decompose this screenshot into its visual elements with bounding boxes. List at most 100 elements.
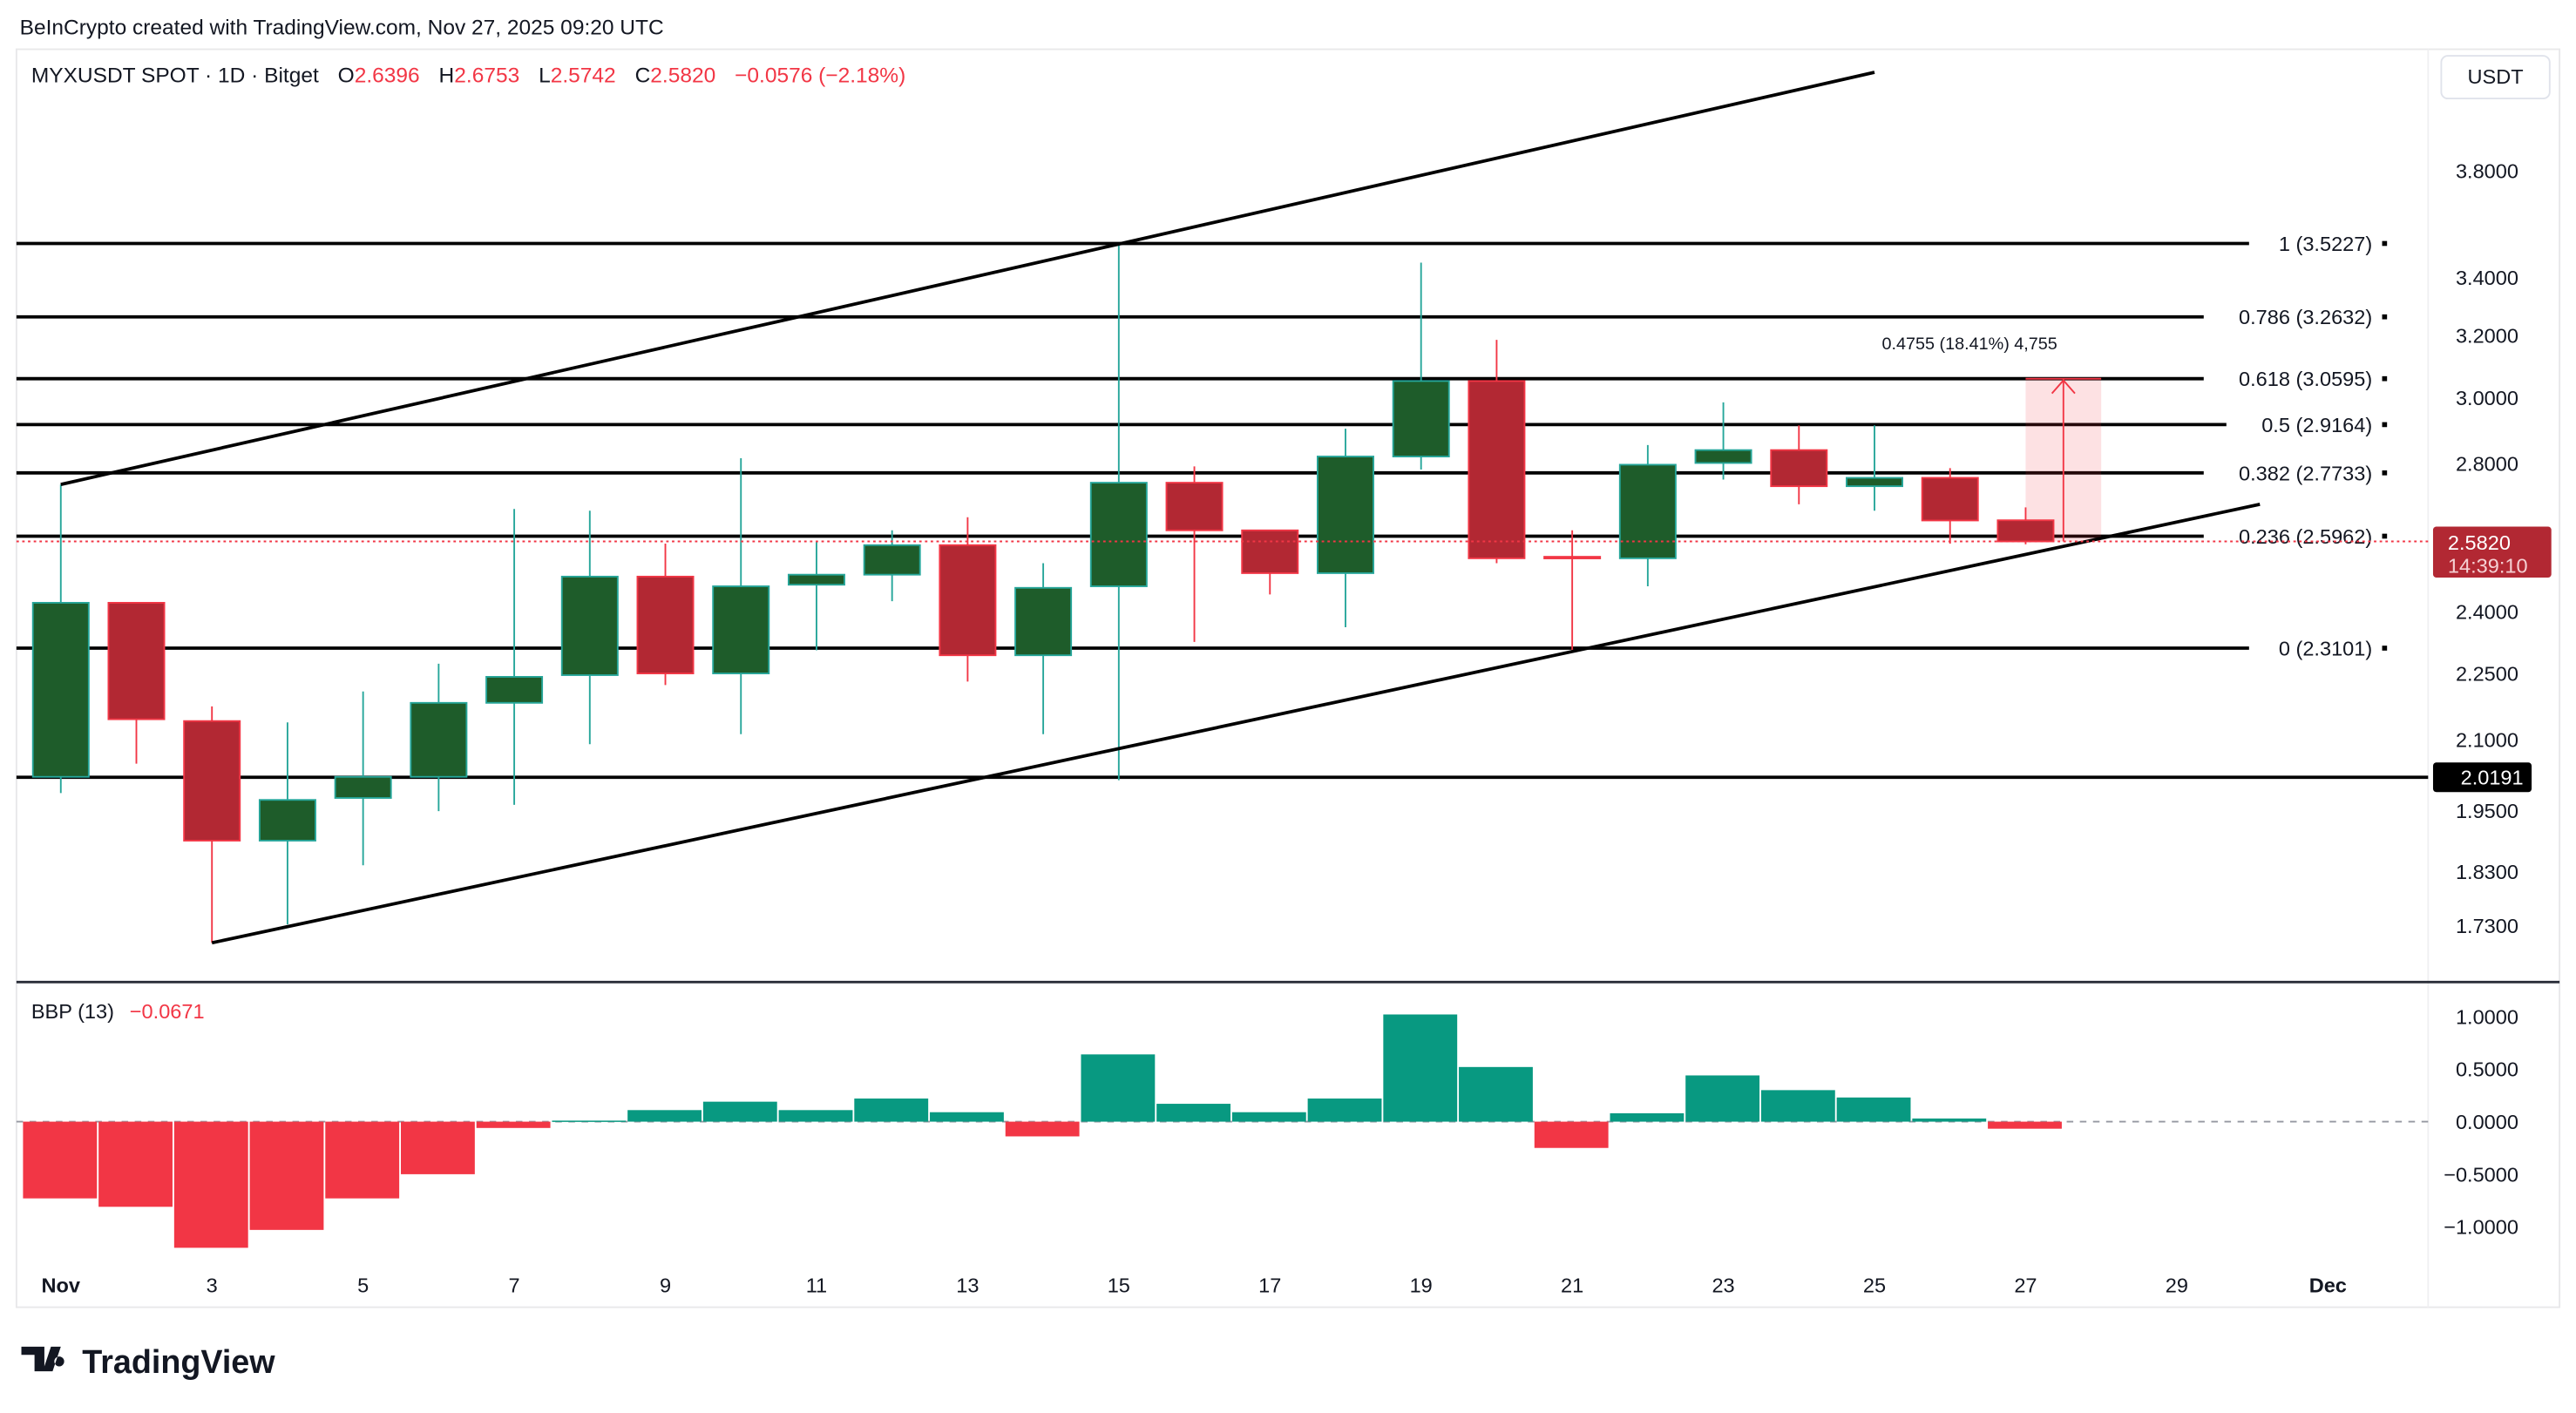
candle [485, 509, 544, 805]
fib-level-label: 0 (2.3101) [2279, 637, 2372, 659]
bbp-bar [778, 1110, 853, 1122]
high-value: 2.6753 [454, 64, 519, 87]
bbp-bar [1836, 1097, 1911, 1122]
close-value: 2.5820 [650, 64, 715, 87]
bbp-bar [930, 1112, 1004, 1122]
candle [258, 722, 316, 925]
low-label: L [539, 64, 551, 87]
candle-body [258, 799, 316, 842]
candle-body [410, 701, 468, 778]
bbp-bar [1685, 1075, 1760, 1122]
candle [1543, 530, 1602, 652]
high-label: H [439, 64, 455, 87]
price-tick-label: 1.7300 [2456, 915, 2518, 937]
candle-body [183, 720, 241, 842]
candle [31, 484, 90, 794]
candle-body [863, 544, 921, 576]
time-tick-label: 11 [806, 1274, 827, 1297]
bbp-bar [23, 1121, 98, 1199]
ohlc-legend: MYXUSDT SPOT · 1D · Bitget O2.6396 H2.67… [31, 64, 905, 87]
candle-body [712, 585, 770, 674]
currency-label: USDT [2468, 65, 2524, 88]
bbp-bar [173, 1121, 248, 1248]
bbp-bar [1912, 1118, 1987, 1122]
candle-body [1468, 380, 1526, 559]
candle-body [1543, 556, 1602, 559]
time-tick-label: 19 [1410, 1274, 1433, 1297]
candle [1846, 425, 1903, 511]
bbp-pane: BBP (13) −0.0671 1.0000 0.5000 0.0000 −0.50… [16, 1000, 2518, 1248]
bbp-bar [854, 1099, 929, 1122]
price-tick-label: 3.4000 [2456, 267, 2518, 289]
fib-level-label: 0.382 (2.7733) [2239, 462, 2372, 484]
candle [183, 706, 241, 943]
candle [1921, 468, 1979, 544]
fib-level-marker [2382, 646, 2388, 651]
last-price-tag [2432, 526, 2552, 578]
time-tick-label: Nov [42, 1274, 80, 1297]
candle-body [31, 601, 90, 778]
time-tick-label: 29 [2166, 1274, 2188, 1297]
candle [334, 691, 392, 866]
bbp-bar [627, 1110, 702, 1122]
price-tick-label: 2.4000 [2456, 600, 2518, 623]
bbp-bar [98, 1121, 173, 1207]
bbp-bar [1988, 1121, 2062, 1129]
time-tick-label: Dec [2309, 1274, 2347, 1297]
time-tick-label: 21 [1561, 1274, 1583, 1297]
fib-level-marker [2382, 422, 2388, 428]
bbp-bar [552, 1120, 627, 1122]
open-label: O [338, 64, 355, 87]
candle-body [1694, 449, 1752, 464]
bbp-tick-label: 0.0000 [2456, 1111, 2518, 1133]
low-value: 2.5742 [551, 64, 616, 87]
candle [1089, 243, 1148, 781]
candle [636, 544, 695, 686]
bbp-legend: BBP (13) −0.0671 [31, 1000, 205, 1023]
candle [107, 601, 166, 764]
fib-level-marker [2382, 375, 2388, 382]
symbol-title: MYXUSDT SPOT · 1D · Bitget [31, 64, 319, 87]
candle [787, 541, 845, 651]
time-tick-label: 13 [956, 1274, 979, 1297]
bbp-tick-label: 0.5000 [2456, 1058, 2518, 1081]
time-tick-label: 5 [357, 1274, 369, 1297]
price-tick-label: 2.8000 [2456, 453, 2518, 476]
candle-body [1316, 456, 1374, 574]
candle-body [107, 601, 166, 720]
candle-body [560, 575, 619, 676]
candle [939, 517, 997, 682]
price-tick-label: 3.2000 [2456, 325, 2518, 348]
bbp-bar [1760, 1090, 1835, 1122]
time-tick-label: 9 [660, 1274, 671, 1297]
bbp-bar [249, 1121, 324, 1230]
time-axis[interactable]: Nov 3 5 7 9 11 13 15 17 19 21 23 25 27 29 Dec [42, 1274, 2347, 1297]
countdown-timer: 14:39:10 [2448, 554, 2528, 577]
fib-level-marker [2382, 533, 2388, 539]
bbp-bar [401, 1121, 475, 1174]
bbp-bar [476, 1121, 551, 1128]
candle [1770, 425, 1828, 504]
candle [1618, 444, 1677, 587]
bbp-bar [1534, 1121, 1609, 1148]
price-tick-label: 3.8000 [2456, 160, 2518, 183]
fib-level-marker [2382, 240, 2388, 247]
candle [1392, 262, 1450, 470]
bbp-bar [1005, 1121, 1080, 1137]
fib-level-label: 0.618 (3.0595) [2239, 368, 2372, 390]
candle [1468, 340, 1526, 564]
candle-body [939, 544, 997, 657]
candle-body [787, 573, 845, 586]
currency-button[interactable]: USDT [2440, 55, 2551, 100]
bbp-bar [1610, 1112, 1685, 1122]
price-tick-label: 2.1000 [2456, 728, 2518, 751]
close-label: C [635, 64, 651, 87]
candle [712, 457, 770, 734]
candle-body [1089, 482, 1148, 587]
symbol-legend: MYXUSDT SPOT · 1D · Bitget O2.6396 H2.67… [31, 64, 905, 87]
bbp-value: −0.0671 [130, 1000, 205, 1023]
tradingview-logo: TradingView [21, 1343, 275, 1380]
chart-frame [15, 48, 2561, 1308]
price-tick-label: 1.9500 [2456, 800, 2518, 822]
